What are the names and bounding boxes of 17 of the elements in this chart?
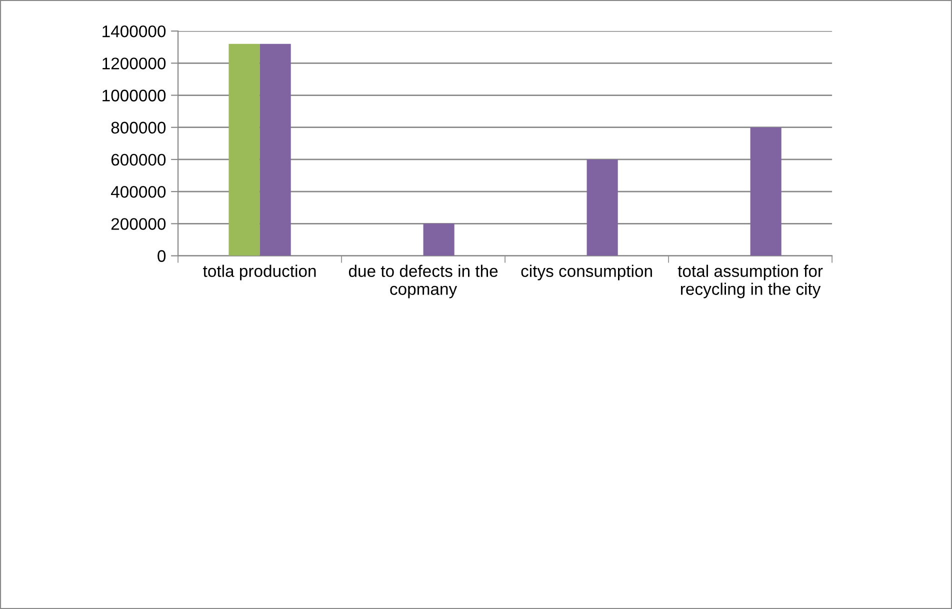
bar — [586, 159, 618, 256]
y-tick-label: 1200000 — [102, 58, 166, 70]
y-tick-label: 1000000 — [102, 90, 166, 102]
bar — [423, 224, 454, 256]
bar — [750, 127, 782, 256]
y-tick-label: 200000 — [111, 218, 166, 230]
bar — [228, 44, 260, 256]
y-tick-label: 1400000 — [102, 25, 166, 38]
x-tick-label: total assumption for recycling in the city — [678, 264, 823, 298]
y-tick-label: 600000 — [111, 154, 166, 166]
y-tick-label: 800000 — [111, 122, 166, 134]
x-tick-label: citys consumption — [521, 264, 652, 280]
x-tick-label: totla production — [203, 264, 316, 280]
bar — [260, 44, 291, 256]
y-tick-label: 0 — [158, 250, 166, 262]
y-tick-label: 400000 — [110, 186, 166, 198]
x-tick-label: due to defects in the copmany — [348, 264, 498, 298]
